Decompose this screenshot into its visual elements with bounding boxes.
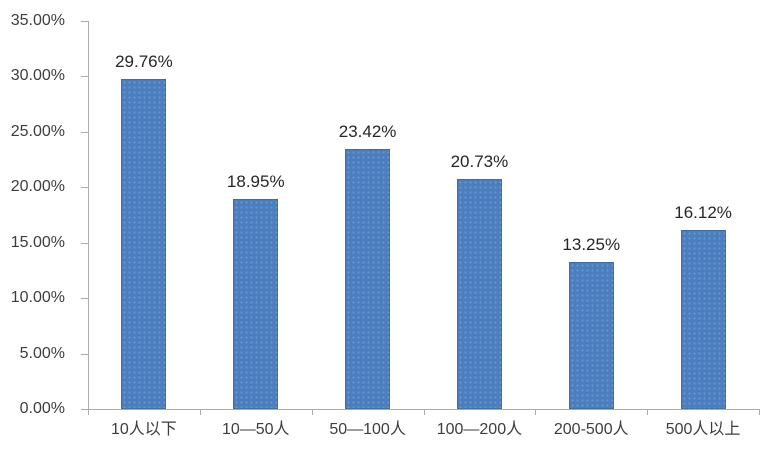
bar-value-label: 18.95% [226, 171, 285, 191]
bar-value-label: 16.12% [674, 203, 732, 223]
bar-value-label: 29.76% [115, 52, 173, 72]
bar-value-label: 20.73% [450, 152, 509, 172]
y-axis-tick-label: 30.00% [10, 67, 65, 85]
bar-100—200人 [456, 179, 502, 409]
x-axis-category-label: 10—50人 [221, 421, 290, 438]
y-axis-tick-label: 25.00% [10, 122, 65, 140]
x-axis-tick-mark [423, 410, 425, 415]
y-axis-tick-mark [81, 131, 88, 133]
x-axis-tick-mark [199, 410, 201, 415]
y-axis-tick-mark [81, 21, 88, 22]
x-axis-tick-mark [88, 410, 89, 415]
x-axis-category-label: 200-500人 [553, 421, 629, 438]
bar-50—100人 [345, 149, 391, 409]
y-axis-tick-mark [81, 353, 88, 355]
y-axis-tick-mark [81, 242, 88, 244]
x-axis-category-label: 50—100人 [329, 421, 406, 438]
y-axis-tick-label: 10.00% [10, 289, 65, 307]
y-axis-tick-mark [81, 298, 88, 300]
plot-area [88, 21, 760, 410]
bar-10—50人 [233, 198, 279, 409]
x-axis-category-label: 500人以上 [665, 421, 741, 438]
y-axis-tick-mark [81, 187, 88, 189]
y-axis-tick-mark [81, 409, 88, 410]
bar-500人以上 [680, 230, 726, 409]
y-axis-tick-label: 15.00% [10, 233, 65, 251]
x-axis-tick-mark [647, 410, 649, 415]
x-axis-category-label: 10人以下 [111, 421, 177, 438]
x-axis-tick-mark [535, 410, 537, 415]
bar-10人以下 [121, 79, 167, 409]
bar-value-label: 23.42% [338, 122, 397, 142]
x-axis-tick-mark [311, 410, 313, 415]
bar-200-500人 [568, 262, 614, 409]
y-axis-tick-label: 5.00% [19, 344, 65, 362]
y-axis-tick-label: 35.00% [10, 12, 65, 29]
x-axis-category-label: 100—200人 [436, 421, 523, 438]
y-axis-tick-label: 0.00% [19, 400, 65, 417]
y-axis-tick-mark [81, 76, 88, 78]
y-axis-tick-label: 20.00% [10, 178, 65, 196]
bar-value-label: 13.25% [562, 235, 621, 255]
x-axis-tick-mark [759, 410, 760, 415]
